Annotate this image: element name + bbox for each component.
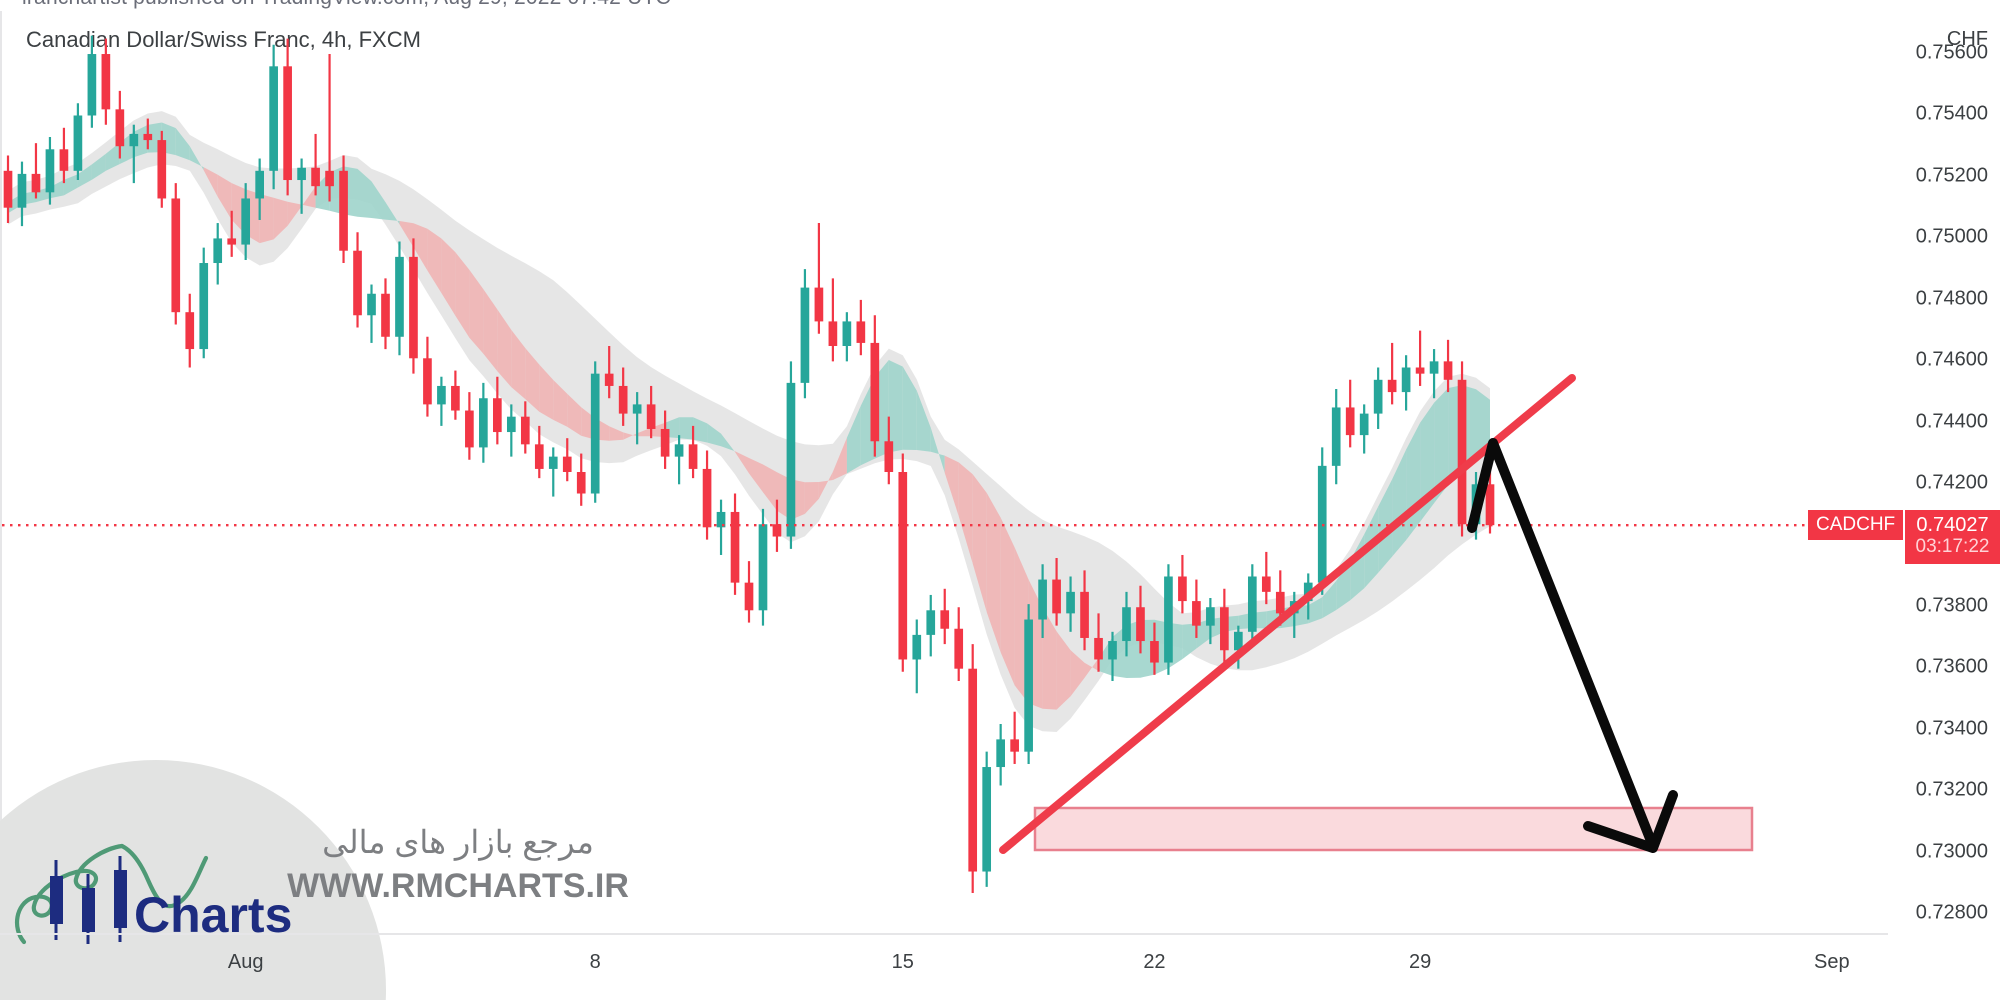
watermark-url: WWW.RMCHARTS.IR <box>287 867 629 905</box>
price-axis-label: 0.75200 <box>1915 164 1988 187</box>
price-axis-label: 0.73400 <box>1915 717 1988 740</box>
price-axis-label: 0.75400 <box>1915 102 1988 125</box>
price-axis-label: 0.72800 <box>1915 901 1988 924</box>
price-axis-label: 0.74800 <box>1915 287 1988 310</box>
price-axis-label: 0.75000 <box>1915 225 1988 248</box>
publisher-note-text: iranchartist published on TradingView.co… <box>22 0 671 10</box>
time-axis-label: 29 <box>1408 951 1432 973</box>
time-axis-label: Sep <box>1814 951 1850 973</box>
time-axis-label: 15 <box>891 951 914 973</box>
price-axis-label: 0.73200 <box>1915 778 1988 801</box>
price-axis-label: 0.74400 <box>1915 410 1988 433</box>
chart-legend: Canadian Dollar/Swiss Franc, 4h, FXCM <box>26 27 421 52</box>
price-axis-label: 0.75600 <box>1915 41 1988 64</box>
watermark-tagline: مرجع بازار های مالی <box>322 824 594 860</box>
price-axis-label: 0.73800 <box>1915 594 1988 617</box>
price-axis-label: 0.74600 <box>1915 348 1988 371</box>
price-axis-label: 0.73600 <box>1915 655 1988 678</box>
symbol-tag-label: CADCHF <box>1816 514 1896 536</box>
last-price-tag: 0.74027 03:17:22 <box>1905 510 2000 565</box>
chart-pane[interactable]: Canadian Dollar/Swiss Franc, 4h, FXCM <box>0 11 1888 933</box>
time-axis[interactable]: Aug8152229Sep6 <box>0 933 1888 1000</box>
time-axis-label: 22 <box>1143 951 1166 973</box>
time-axis-label: Aug <box>227 951 264 973</box>
currency-code-label: CHF <box>1946 28 1988 50</box>
publisher-note: iranchartist published on TradingView.co… <box>0 0 2000 11</box>
price-axis-label: 0.73000 <box>1915 840 1988 863</box>
symbol-price-tag: CADCHF <box>1808 510 1904 541</box>
last-price-value: 0.74027 <box>1916 514 1989 537</box>
watermark-text: مرجع بازار های مالی WWW.RMCHARTS.IR <box>258 820 658 908</box>
bar-countdown: 03:17:22 <box>1915 536 1990 558</box>
price-axis[interactable]: CHF 0.75600 0.75400 0.75200 0.75000 0.74800 0… <box>1890 11 2000 933</box>
time-axis-label: 8 <box>589 951 601 973</box>
price-axis-label: 0.74200 <box>1915 471 1988 494</box>
